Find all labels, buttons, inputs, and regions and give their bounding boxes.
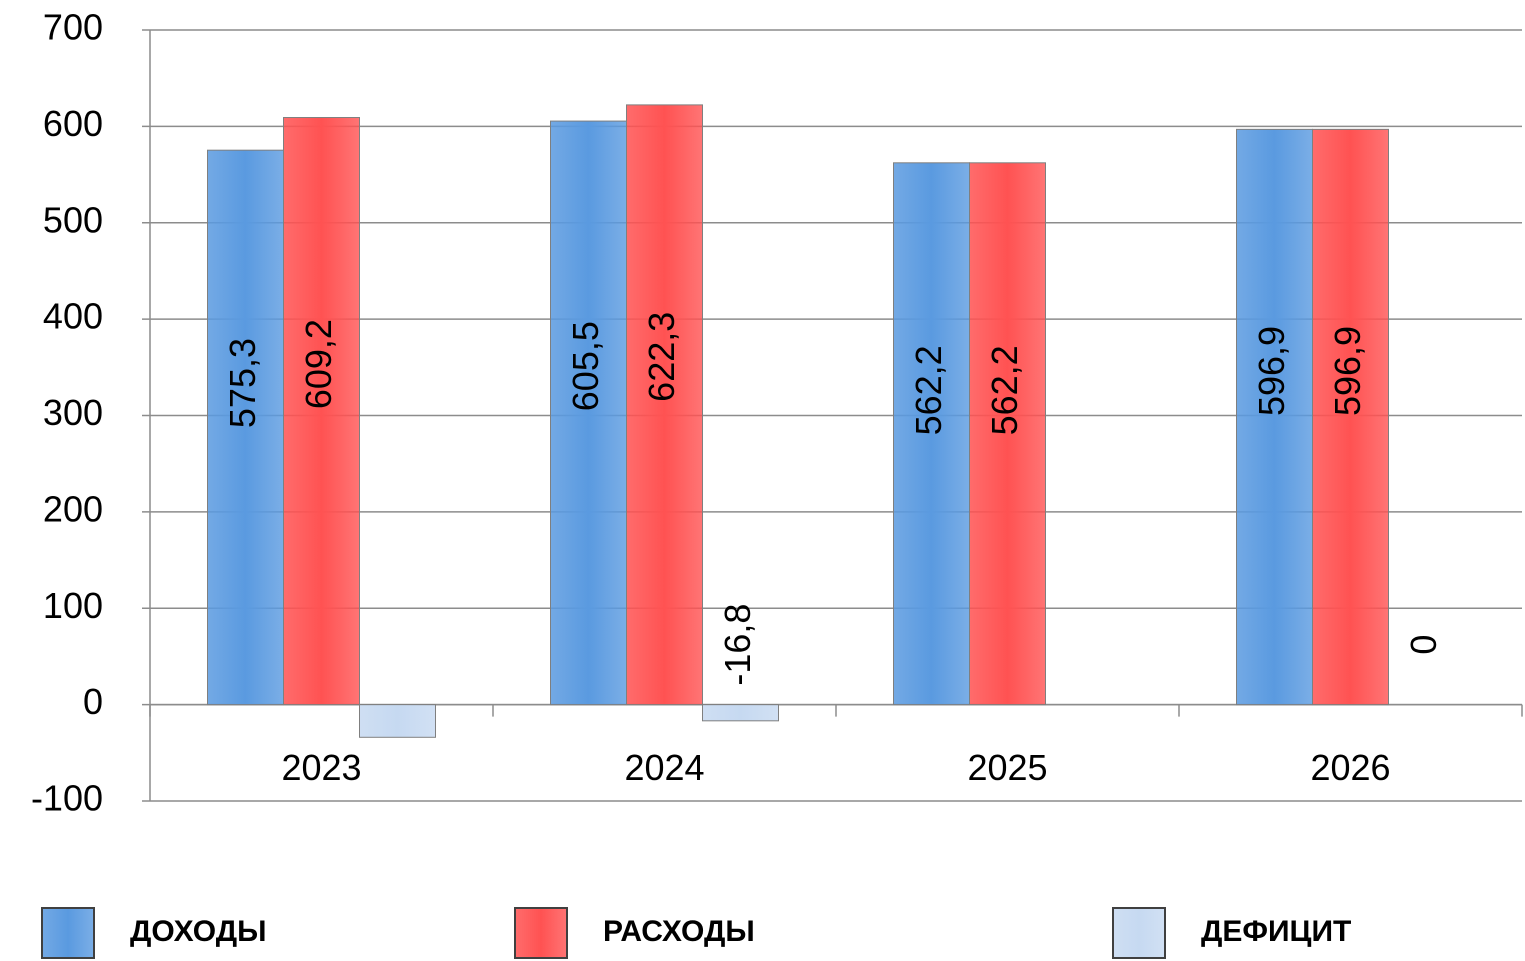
data-label: 609,2 xyxy=(298,319,339,409)
bar xyxy=(207,149,284,706)
bar xyxy=(702,704,779,722)
y-tick-label: 700 xyxy=(43,7,103,48)
data-label: 0 xyxy=(1403,635,1444,655)
x-tick-label: 2025 xyxy=(967,747,1047,788)
legend-swatch xyxy=(1112,907,1166,959)
legend-label: ДОХОДЫ xyxy=(130,915,266,948)
data-label: 596,9 xyxy=(1327,326,1368,416)
legend-swatch xyxy=(514,907,568,959)
bar xyxy=(550,120,627,706)
legend-label: РАСХОДЫ xyxy=(603,915,755,948)
data-label: 605,5 xyxy=(565,321,606,411)
bar xyxy=(1236,128,1313,706)
bar xyxy=(359,704,436,738)
bar xyxy=(283,117,360,706)
y-tick-label: 0 xyxy=(83,681,103,722)
legend-swatch xyxy=(41,907,95,959)
y-tick-label: 500 xyxy=(43,199,103,240)
y-tick-label: 200 xyxy=(43,488,103,529)
data-label: -16,8 xyxy=(717,604,758,686)
bar xyxy=(969,162,1046,706)
data-label: 562,2 xyxy=(984,345,1025,435)
x-tick-label: 2024 xyxy=(624,747,704,788)
bar xyxy=(626,104,703,706)
legend-label: ДЕФИЦИТ xyxy=(1201,915,1351,948)
bar xyxy=(893,162,970,706)
data-label: 622,3 xyxy=(641,312,682,402)
y-tick-label: 100 xyxy=(43,585,103,626)
data-label: 575,3 xyxy=(222,338,263,428)
data-label: 562,2 xyxy=(908,345,949,435)
y-tick-label: 300 xyxy=(43,392,103,433)
data-label: 596,9 xyxy=(1251,326,1292,416)
y-tick-label: 400 xyxy=(43,296,103,337)
x-tick-label: 2026 xyxy=(1310,747,1390,788)
y-tick-label: 600 xyxy=(43,103,103,144)
x-tick-label: 2023 xyxy=(281,747,361,788)
bar xyxy=(1312,128,1389,706)
y-tick-label: -100 xyxy=(31,778,103,819)
